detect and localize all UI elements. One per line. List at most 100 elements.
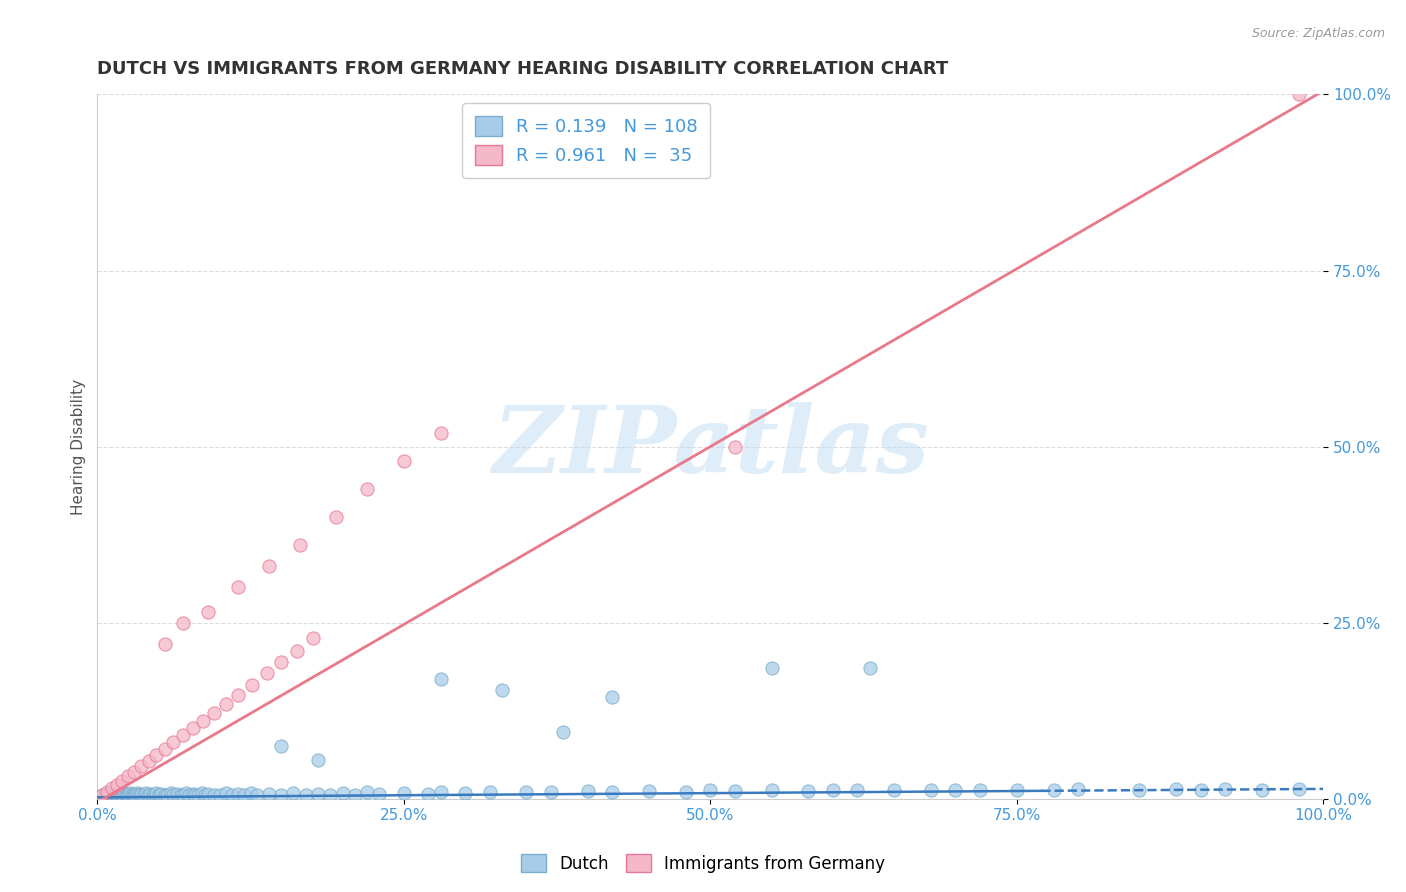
Point xyxy=(325,510,347,524)
Point xyxy=(160,786,183,800)
Point xyxy=(215,786,238,800)
Point xyxy=(285,644,308,658)
Point xyxy=(136,788,159,802)
Point xyxy=(101,781,124,796)
Point xyxy=(96,788,118,802)
Point xyxy=(97,789,120,803)
Point xyxy=(108,788,131,802)
Point xyxy=(187,789,209,803)
Point xyxy=(117,769,139,783)
Point xyxy=(135,786,157,800)
Point xyxy=(576,784,599,798)
Point xyxy=(94,787,117,801)
Point xyxy=(270,788,292,802)
Point xyxy=(121,788,143,802)
Point xyxy=(122,789,145,803)
Point xyxy=(150,787,173,801)
Point xyxy=(118,789,141,803)
Point xyxy=(821,782,844,797)
Point xyxy=(172,615,194,630)
Text: ZIPatlas: ZIPatlas xyxy=(492,401,929,491)
Point xyxy=(240,678,263,692)
Point xyxy=(170,789,193,803)
Point xyxy=(125,786,148,800)
Point xyxy=(1213,781,1236,796)
Point xyxy=(675,785,697,799)
Point xyxy=(139,787,162,801)
Point xyxy=(540,785,562,799)
Point xyxy=(162,788,184,802)
Point xyxy=(883,782,905,797)
Point xyxy=(172,788,194,802)
Point xyxy=(110,787,132,801)
Point xyxy=(1067,781,1090,796)
Point xyxy=(945,782,967,797)
Point xyxy=(166,787,188,801)
Point xyxy=(256,666,278,681)
Point xyxy=(228,787,250,801)
Point xyxy=(153,637,176,651)
Point xyxy=(307,787,329,801)
Y-axis label: Hearing Disability: Hearing Disability xyxy=(72,378,86,515)
Point xyxy=(356,785,378,799)
Point xyxy=(288,538,311,552)
Point xyxy=(112,786,135,800)
Point xyxy=(478,785,501,799)
Point xyxy=(202,706,225,720)
Point xyxy=(138,754,160,768)
Point xyxy=(392,786,415,800)
Point xyxy=(153,742,176,756)
Point xyxy=(270,739,292,753)
Point xyxy=(600,690,623,704)
Point xyxy=(515,785,537,799)
Point xyxy=(1005,782,1028,797)
Point xyxy=(846,783,869,797)
Point xyxy=(294,788,316,802)
Point xyxy=(454,786,477,800)
Point xyxy=(98,786,121,800)
Point xyxy=(215,697,238,711)
Point xyxy=(194,788,217,802)
Legend: Dutch, Immigrants from Germany: Dutch, Immigrants from Germany xyxy=(515,847,891,880)
Point xyxy=(93,788,115,802)
Point xyxy=(181,722,204,736)
Point xyxy=(174,786,197,800)
Point xyxy=(145,748,167,763)
Point xyxy=(1251,782,1274,797)
Point xyxy=(332,786,354,800)
Point xyxy=(343,788,366,802)
Point xyxy=(107,786,129,800)
Point xyxy=(553,724,575,739)
Point xyxy=(859,661,882,675)
Point xyxy=(122,764,145,779)
Point xyxy=(197,787,219,801)
Point xyxy=(233,788,256,802)
Point xyxy=(90,789,112,803)
Point xyxy=(145,786,167,800)
Point xyxy=(356,482,378,496)
Point xyxy=(129,787,152,801)
Legend: R = 0.139   N = 108, R = 0.961   N =  35: R = 0.139 N = 108, R = 0.961 N = 35 xyxy=(463,103,710,178)
Point xyxy=(302,631,325,645)
Point xyxy=(153,788,176,802)
Point xyxy=(491,682,513,697)
Point xyxy=(197,605,219,619)
Point xyxy=(307,753,329,767)
Point xyxy=(117,788,139,802)
Point xyxy=(257,787,280,801)
Point xyxy=(100,788,122,802)
Point xyxy=(1128,782,1150,797)
Text: Source: ZipAtlas.com: Source: ZipAtlas.com xyxy=(1251,27,1385,40)
Point xyxy=(105,778,128,792)
Point xyxy=(228,688,250,702)
Point xyxy=(93,789,115,803)
Text: DUTCH VS IMMIGRANTS FROM GERMANY HEARING DISABILITY CORRELATION CHART: DUTCH VS IMMIGRANTS FROM GERMANY HEARING… xyxy=(97,60,949,78)
Point xyxy=(221,789,243,803)
Point xyxy=(368,787,391,801)
Point xyxy=(91,789,114,803)
Point xyxy=(103,789,125,803)
Point xyxy=(1288,87,1310,102)
Point xyxy=(638,784,661,798)
Point xyxy=(429,672,451,686)
Point xyxy=(429,425,451,440)
